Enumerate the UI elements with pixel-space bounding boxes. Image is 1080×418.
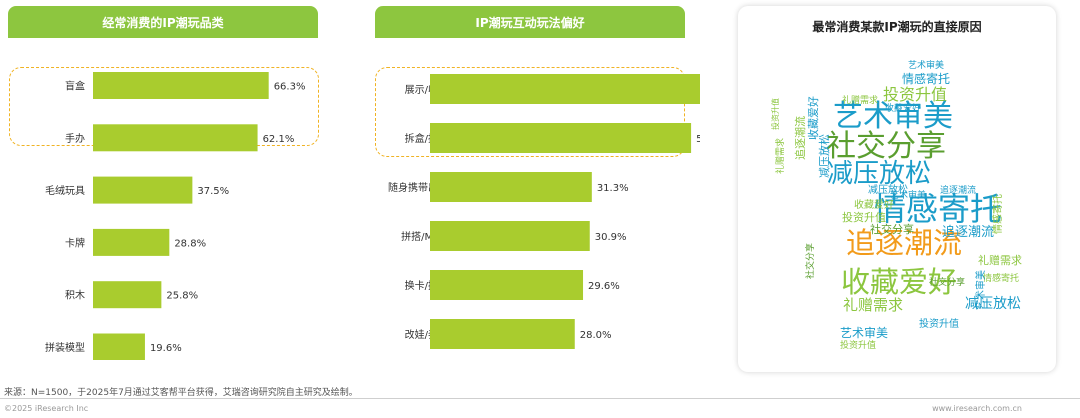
wordcloud-word: 礼赠需求 bbox=[774, 138, 786, 174]
wordcloud-word: 艺术审美 bbox=[840, 325, 888, 340]
wordcloud-word: 情感寄托 bbox=[991, 194, 1004, 234]
wordcloud-word: 艺术审美 bbox=[908, 59, 944, 71]
chart-2-bar bbox=[430, 74, 700, 104]
wordcloud-word: 减压放松 bbox=[868, 183, 908, 196]
copyright: ©2025 iResearch Inc bbox=[4, 404, 89, 413]
wordcloud-word: 社交分享 bbox=[826, 129, 946, 164]
wordcloud-word: 艺术审美 bbox=[833, 99, 953, 134]
wordcloud-title: 最常消费某款IP潮玩的直接原因 bbox=[812, 20, 982, 34]
chart-1-category-label: 拼装模型 bbox=[45, 341, 85, 354]
wordcloud-word: 减压放松 bbox=[817, 134, 831, 178]
wordcloud-word: 收藏爱好 bbox=[854, 198, 894, 211]
chart-1-category-label: 卡牌 bbox=[65, 236, 85, 249]
chart-1-value-label: 62.1% bbox=[263, 134, 295, 145]
chart-2-bar bbox=[430, 172, 592, 202]
chart-1-bar bbox=[93, 72, 269, 99]
wordcloud-word: 投资升值 bbox=[842, 210, 886, 224]
chart-1-value-label: 37.5% bbox=[197, 186, 229, 197]
source-note: 来源：N=1500，于2025年7月通过艾客帮平台获得，艾瑞咨询研究院自主研究及… bbox=[4, 388, 358, 398]
chart-2-highlight-box bbox=[375, 67, 685, 157]
chart-2-bar bbox=[430, 270, 584, 300]
chart-1-categories: 盲盒 66.3% 手办 62.1% 毛绒玩具 37.5% 卡牌 28.8% 积木 25.8% 拼装模… bbox=[45, 72, 306, 360]
chart-1-bar bbox=[93, 124, 258, 152]
chart-1-title: 经常消费的IP潮玩品类 bbox=[8, 6, 318, 38]
chart-1-bar bbox=[93, 176, 193, 204]
chart-1-category-label: 积木 bbox=[65, 290, 85, 302]
chart-1-value-label: 66.3% bbox=[274, 82, 306, 93]
wordcloud-word: 社交分享 bbox=[870, 222, 914, 236]
chart-2-value-label: 50.5% bbox=[696, 134, 700, 145]
wordcloud-word: 投资升值 bbox=[919, 317, 959, 330]
chart-2-title: IP潮玩互动玩法偏好 bbox=[375, 6, 685, 38]
chart-1-value-label: 25.8% bbox=[166, 291, 198, 302]
chart-2-bar bbox=[430, 221, 590, 251]
chart-2-value-label: 28.0% bbox=[580, 330, 612, 341]
chart-2-bar bbox=[430, 123, 692, 153]
chart-2-value-label: 30.9% bbox=[595, 232, 627, 243]
footer-divider bbox=[0, 398, 1080, 399]
site-url: www.iresearch.com.cn bbox=[932, 404, 1022, 413]
wordcloud-word: 收藏爱好 bbox=[885, 102, 921, 114]
chart-2-value-label: 29.6% bbox=[588, 281, 620, 292]
wordcloud-card: 最常消费某款IP潮玩的直接原因 艺术审美 情感寄托 投资升值 收藏爱好 艺术审美 社交分享… bbox=[738, 6, 1056, 372]
chart-1-value-label: 19.6% bbox=[150, 343, 182, 354]
chart-1-category-label: 盲盒 bbox=[65, 80, 85, 93]
wordcloud-word: 艺术审美 bbox=[890, 189, 926, 201]
wordcloud-word: 追逐潮流 bbox=[942, 224, 994, 240]
chart-1-bar bbox=[93, 281, 162, 309]
wordcloud-word: 情感寄托 bbox=[983, 272, 1019, 284]
wordcloud-word: 收藏爱好 bbox=[841, 265, 957, 299]
wordcloud: 艺术审美情感寄托投资升值收藏爱好艺术审美社交分享减压放松情感寄托追逐潮流收藏爱好… bbox=[770, 59, 1022, 351]
wordcloud-word: 艺术审美 bbox=[974, 270, 987, 310]
wordcloud-word: 礼赠需求 bbox=[843, 296, 903, 314]
wordcloud-word: 情感寄托 bbox=[874, 190, 1002, 228]
wordcloud-word: 追逐潮流 bbox=[793, 116, 807, 160]
chart-1-value-label: 28.8% bbox=[174, 238, 206, 249]
wordcloud-word: 情感寄托 bbox=[902, 71, 950, 86]
wordcloud-word: 礼赠需求 bbox=[978, 253, 1022, 267]
wordcloud-word: 收藏爱好 bbox=[806, 96, 820, 140]
wordcloud-word: 社交分享 bbox=[929, 276, 965, 288]
wordcloud-word: 投资升值 bbox=[770, 98, 780, 130]
wordcloud-word: 社交分享 bbox=[804, 243, 816, 279]
wordcloud-word: 减压放松 bbox=[827, 159, 931, 189]
wordcloud-word: 追逐潮流 bbox=[846, 226, 962, 260]
chart-1-category-label: 毛绒玩具 bbox=[45, 184, 85, 197]
chart-2-bar bbox=[430, 319, 575, 349]
wordcloud-word: 投资升值 bbox=[840, 339, 876, 351]
wordcloud-word: 礼赠需求 bbox=[842, 94, 878, 106]
chart-2-value-label: 31.3% bbox=[597, 183, 629, 194]
wordcloud-word: 追逐潮流 bbox=[940, 184, 976, 196]
wordcloud-word: 投资升值 bbox=[883, 85, 947, 104]
chart-2-interaction: 展示/收藏53.8%拆盒/抽卡50.5%随身携带出行31.3%拼搭/MOC30.… bbox=[388, 74, 700, 349]
chart-1-category-label: 手办 bbox=[65, 132, 85, 145]
chart-1-bar bbox=[93, 228, 170, 256]
wordcloud-word: 减压放松 bbox=[965, 296, 1021, 312]
chart-1-bar bbox=[93, 333, 145, 360]
